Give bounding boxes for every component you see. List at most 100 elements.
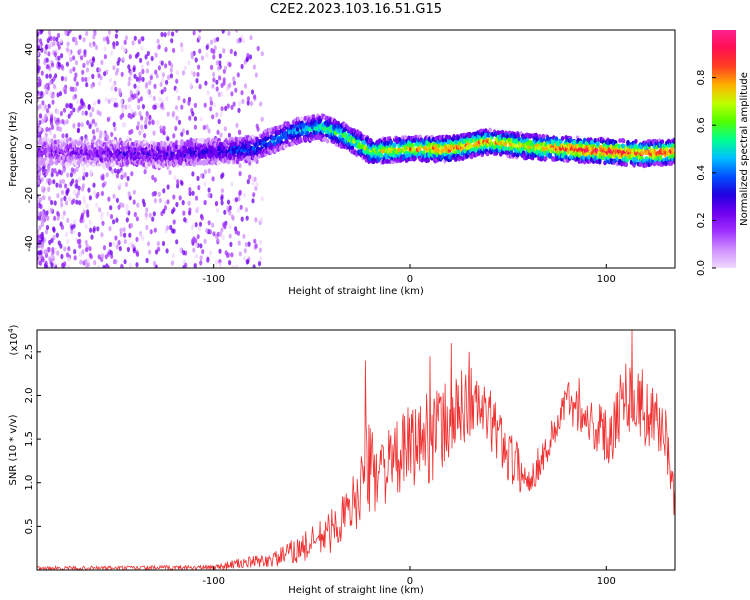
heatmap-cell [41,210,45,216]
heatmap-cell [249,100,254,107]
heatmap-cell [199,255,203,261]
heatmap-cell [56,117,60,123]
heatmap-cell [81,249,85,255]
heatmap-cell [146,50,150,57]
heatmap-cell [106,134,110,140]
heatmap-cell [164,63,168,69]
heatmap-cell [634,139,638,144]
heatmap-cell [126,159,130,165]
heatmap-cell [120,174,124,180]
heatmap-cell [260,196,264,202]
heatmap-cell [258,239,262,246]
heatmap-cell [209,100,213,106]
heatmap-cell [39,90,44,96]
heatmap-cell [69,68,73,74]
heatmap-cell [168,169,172,176]
heatmap-cell [108,139,113,145]
heatmap-cell [254,243,258,249]
heatmap-cell [171,112,175,118]
heatmap-cell [94,121,98,127]
heatmap-cell [56,250,60,256]
heatmap-cell [49,42,53,48]
heatmap-cell [182,161,187,166]
heatmap-cell [218,262,222,268]
heatmap-cell [238,189,242,195]
heatmap-cell [148,80,152,86]
heatmap-cell [69,110,73,116]
heatmap-cell [273,148,278,154]
heatmap-cell [172,228,176,234]
heatmap-cell [242,256,247,262]
heatmap-cell [144,212,148,218]
heatmap-cell [93,31,97,37]
heatmap-cell [121,107,125,113]
heatmap-cell [206,90,210,96]
heatmap-cell [38,113,43,119]
heatmap-cell [192,222,196,228]
heatmap-cell [73,36,78,43]
heatmap-cell [63,195,67,201]
heatmap-cell [120,140,124,146]
heatmap-cell [124,104,128,110]
heatmap-cell [238,100,242,107]
heatmap-cell [64,231,69,238]
heatmap-cell [658,155,663,160]
heatmap-cell [74,86,78,93]
heatmap-cell [67,256,71,262]
heatmap-cell [215,79,219,85]
heatmap-cell [58,62,62,68]
heatmap-cell [50,262,54,268]
heatmap-cell [200,173,204,179]
heatmap-cell [145,115,149,122]
heatmap-cell [37,81,40,87]
heatmap-cell [47,30,52,36]
heatmap-cell [205,228,209,234]
heatmap-cell [224,250,228,256]
heatmap-cell [114,33,118,39]
heatmap-cell [175,239,179,245]
heatmap-cell [135,88,139,94]
heatmap-cell [60,253,64,260]
heatmap-cell [73,219,77,225]
heatmap-cell [148,120,152,126]
heatmap-cell [37,203,40,209]
heatmap-cell [138,130,142,136]
heatmap-cell [156,119,160,125]
heatmap-cell [123,238,127,245]
heatmap-cell [53,133,57,139]
heatmap-cell [132,67,136,73]
heatmap-cell [65,252,70,258]
heatmap-cell [165,79,169,85]
heatmap-cell [389,140,394,146]
heatmap-cell [107,30,111,35]
heatmap-cell [230,252,234,258]
heatmap-cell [212,231,216,237]
heatmap-cell [217,65,221,71]
heatmap-cell [145,207,149,213]
heatmap-cell [73,249,77,255]
heatmap-cell [159,128,163,134]
heatmap-cell [47,195,52,202]
heatmap-cell [56,125,60,131]
heatmap-cell [60,75,64,82]
heatmap-cell [41,106,46,112]
heatmap-cell [229,48,233,55]
heatmap-cell [257,261,262,267]
heatmap-cell [127,64,131,70]
heatmap-cell [149,229,153,235]
heatmap-cell [61,133,65,139]
heatmap-cell [187,200,191,206]
heatmap-cell [92,100,97,106]
heatmap-cell [151,191,155,197]
heatmap-cell [72,66,76,72]
heatmap-cell [203,160,207,165]
heatmap-cell [228,62,232,68]
heatmap-cell [223,209,227,215]
heatmap-cell [86,155,90,161]
heatmap-cell [153,198,157,204]
heatmap-cell [258,247,262,253]
heatmap-cell [246,100,250,106]
heatmap-cell [98,67,102,73]
heatmap-cell [228,210,232,216]
heatmap-cell [241,98,245,104]
